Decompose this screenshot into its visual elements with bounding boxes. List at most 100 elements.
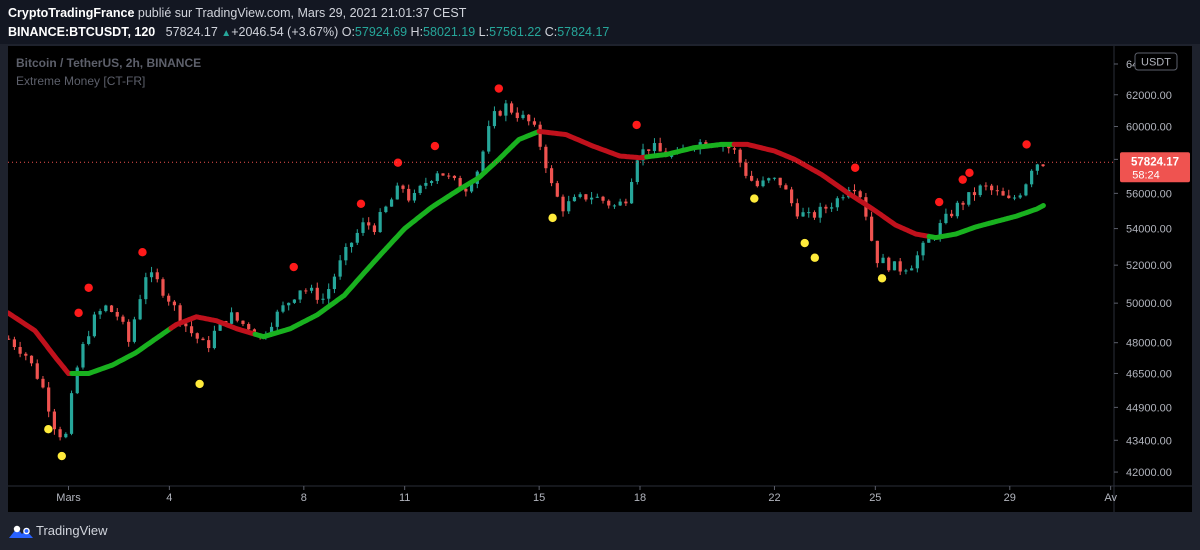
candle-body [378,212,382,233]
candle [18,341,22,358]
candle-body [58,429,62,438]
high-label: H: [410,25,424,39]
candle-body [875,240,879,264]
candle [761,176,765,188]
tradingview-brand[interactable]: TradingView [36,523,108,538]
candle [132,316,136,344]
candle-body [52,411,56,430]
candle-body [247,324,251,330]
candle-body [578,194,582,197]
candle-body [1041,164,1045,167]
candle [184,322,188,333]
candle-body [647,149,651,151]
candle-body [281,305,285,312]
candle [967,192,971,207]
indicator-name[interactable]: Extreme Money [CT-FR] [16,74,145,88]
candle-body [629,181,634,204]
sell-signal-dot [74,308,83,318]
sell-signal-dot [958,175,967,184]
candle-body [269,326,274,335]
sell-signal-dot [138,247,147,257]
candle [744,159,748,179]
candle [321,293,325,304]
candle [8,335,11,341]
candle [189,321,194,337]
candle-body [607,200,611,206]
candle [69,390,74,436]
candle-body [195,333,199,339]
price-axis-label: 44900.00 [1126,402,1172,414]
candle [772,177,777,181]
candle-body [567,201,571,212]
candle [549,165,554,187]
buy-signal-dot [810,253,820,262]
price-axis-label: 60000.00 [1126,122,1172,134]
candle-body [738,149,742,163]
candle-body [967,192,971,205]
candle [830,202,834,212]
symbol-label[interactable]: BINANCE:BTCUSDT, 120 [8,25,156,39]
currency-badge[interactable]: USDT [1134,52,1178,71]
candle-body [1035,164,1039,171]
price-axis-label: 50000.00 [1126,298,1172,310]
candle [892,261,897,271]
candle [801,207,805,217]
candle-body [447,175,451,177]
candle [755,178,759,188]
close-value: 57824.17 [557,25,610,39]
candle [92,311,96,338]
buy-signal-dot [44,424,53,434]
candle-body [1030,170,1034,185]
candle-body [384,206,388,213]
candle [127,319,131,347]
candle [372,223,377,235]
candle-body [961,202,965,205]
candle [98,308,102,319]
candle [641,143,645,166]
candle [378,208,382,233]
candle [441,173,445,176]
candle [212,325,217,350]
sell-signal-dot [356,199,366,208]
candle [767,177,771,184]
candle-body [955,202,959,217]
candle [12,336,16,350]
candle-body [555,183,559,197]
candle-body [984,185,988,187]
candle-body [229,312,234,324]
sell-signal-dot [1022,140,1031,149]
candle [201,337,205,341]
candle-body [64,433,68,438]
candle [778,177,782,188]
candle [315,282,319,304]
candle-body [841,197,845,199]
candle [658,137,662,152]
candle [1018,193,1022,199]
candle-body [167,295,171,302]
moving-average-line [8,128,1046,376]
candle [275,309,279,333]
candle-body [1024,184,1028,196]
buy-signal-dot [800,238,809,248]
ma-segment-bull [926,203,1046,241]
candle [41,376,45,389]
time-axis-label: 18 [634,492,646,504]
candle [567,195,571,214]
price-axis-label: 46500.00 [1126,368,1172,380]
candle-body [389,199,394,207]
close-label: C: [544,25,558,39]
buy-signal-dot [57,451,66,461]
ma-segment-bull [252,128,542,340]
chart-area[interactable]: 42000.00 43400.00 44900.00 46500.00 48000.00… [8,46,1192,512]
candle-body [521,114,525,119]
author-name[interactable]: CryptoTradingFrance [8,6,135,20]
candle [881,253,885,264]
tradingview-logo-icon[interactable] [8,523,34,541]
candle [75,365,79,395]
candle [521,110,525,120]
candle [584,193,588,202]
candle-body [35,363,39,379]
price-chart[interactable]: 42000.00 43400.00 44900.00 46500.00 48000.00… [8,46,1192,512]
price-axis-label: 52000.00 [1126,260,1172,272]
candle-body [332,276,337,290]
